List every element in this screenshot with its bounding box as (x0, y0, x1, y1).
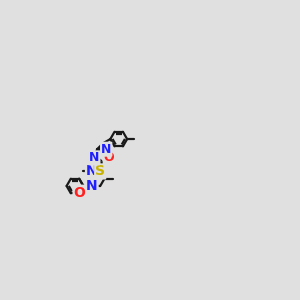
Text: N: N (86, 179, 98, 193)
Text: O: O (104, 151, 114, 164)
Text: N: N (101, 143, 111, 156)
Text: O: O (74, 186, 86, 200)
Text: N: N (89, 151, 100, 164)
Text: S: S (95, 164, 105, 178)
Text: N: N (86, 164, 98, 178)
